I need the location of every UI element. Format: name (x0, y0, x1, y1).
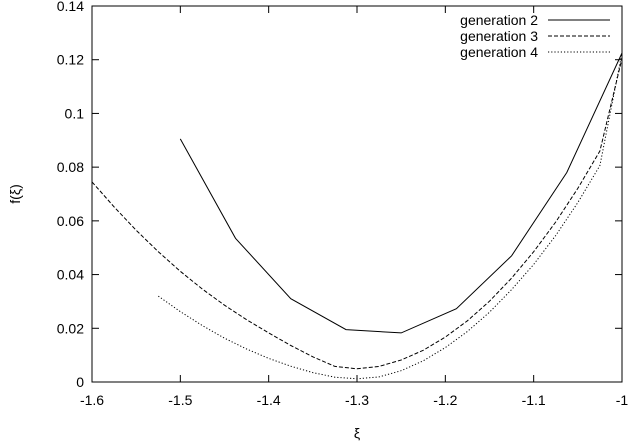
x-tick-label: -1.5 (168, 392, 192, 408)
series-line-3 (91, 58, 623, 370)
x-tick-label: -1 (616, 392, 629, 408)
series-line-2 (179, 52, 623, 334)
y-tick-label: 0.08 (57, 159, 84, 175)
y-tick-label: 0.1 (65, 105, 85, 121)
x-tick-label: -1.4 (257, 392, 281, 408)
x-tick-label: -1.2 (433, 392, 457, 408)
legend-label: generation 2 (460, 12, 538, 28)
series-lines (91, 52, 623, 380)
plot-frame (91, 5, 623, 383)
y-tick-label: 0 (76, 374, 84, 390)
axis-ticks: -1.6 -1.5 -1.4 -1.3 -1.2 -1.1 -1 0 0.02 0.04 0.06 0… (57, 0, 629, 408)
y-axis-label: f(ξ) (7, 184, 23, 203)
x-tick-label: -1.6 (80, 392, 104, 408)
y-tick-label: 0.04 (57, 267, 84, 283)
x-tick-label: -1.3 (345, 392, 369, 408)
x-axis-label: ξ (354, 425, 360, 441)
y-tick-label: 0.14 (57, 0, 84, 14)
y-tick-label: 0.02 (57, 320, 84, 336)
series-line-4 (158, 52, 623, 380)
legend-label: generation 4 (460, 44, 538, 60)
x-tick-label: -1.1 (522, 392, 546, 408)
y-tick-label: 0.12 (57, 52, 84, 68)
y-tick-label: 0.06 (57, 213, 84, 229)
legend-label: generation 3 (460, 28, 538, 44)
